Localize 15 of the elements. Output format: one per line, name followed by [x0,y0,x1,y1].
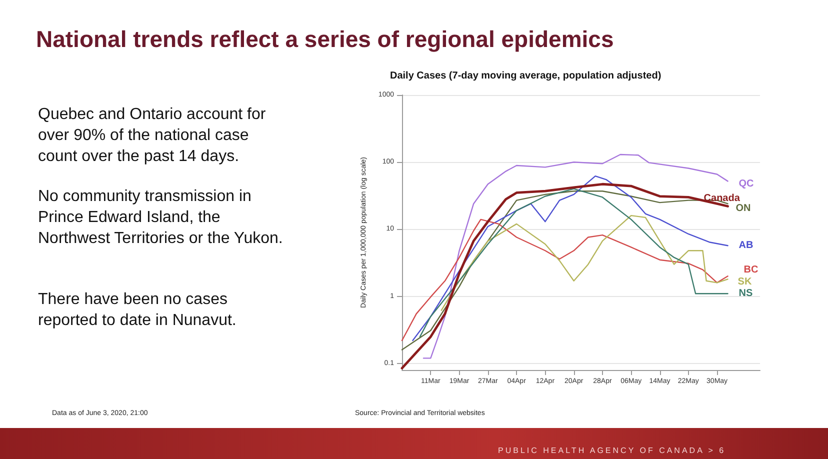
series-label: BC [744,264,758,276]
line-series [401,218,728,342]
series-label: AB [738,240,754,252]
text: PUBLIC HEALTH AGENCY OF CANADA > 6 [498,446,726,455]
series-label: NS [738,288,753,300]
text: Quebec and Ontario account for over 90% of the national case count over the past 14 days. [38,105,267,167]
chart-title: National trends reflect a series of regional epidemics [36,26,614,53]
text: There have been no cases reported to date in Nunavut. [38,290,238,331]
series-label: ON [736,203,751,214]
series-label: Canada [704,192,740,204]
line-series [440,214,728,311]
series-label: QC [738,178,754,190]
series-label: SK [738,276,752,288]
chart-subtitle: Daily Cases (7-day moving average, population adjusted) [390,70,662,82]
text: No community transmission in Prince Edward Island, the Northwest Territories or the Yukon. [38,187,284,249]
